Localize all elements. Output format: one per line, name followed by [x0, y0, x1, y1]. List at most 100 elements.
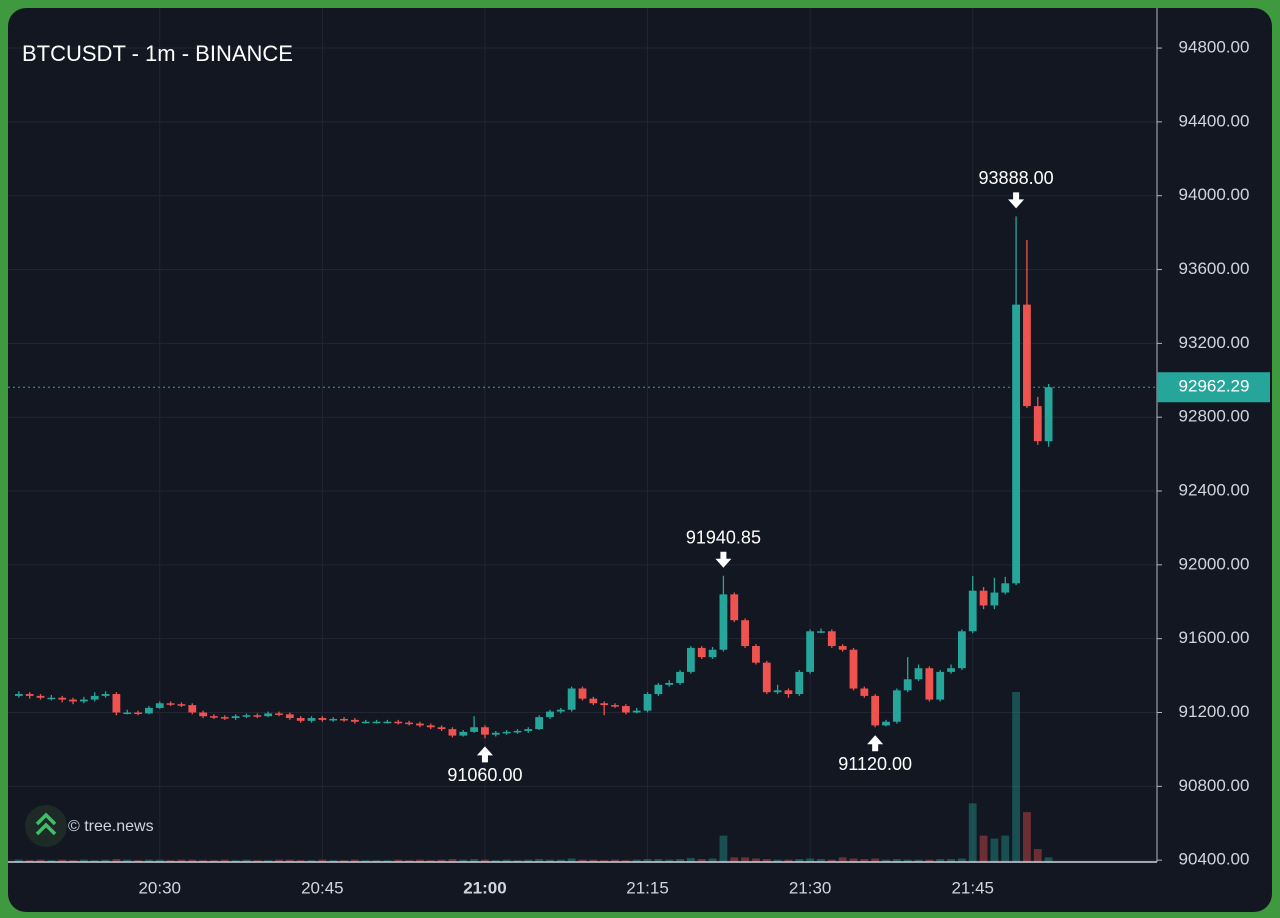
volume-bar [25, 860, 34, 862]
volume-bar [621, 860, 630, 862]
volume-bar [231, 860, 240, 862]
volume-bar [264, 860, 273, 862]
high-marker [715, 551, 732, 568]
candle-body [350, 719, 359, 722]
candle-body [947, 668, 955, 672]
volume-bar [58, 859, 67, 862]
y-tick-label: 93200.00 [1179, 333, 1250, 352]
volume-bar [968, 803, 977, 862]
candle-body [340, 718, 348, 721]
volume-bar [340, 860, 348, 862]
volume-bar [719, 835, 728, 862]
candle-body [752, 646, 760, 663]
candle-body [892, 690, 901, 722]
volume-bar [199, 860, 208, 862]
volume-bar [1023, 812, 1031, 862]
y-tick-label: 94000.00 [1179, 185, 1250, 204]
volume-bar [882, 859, 890, 862]
volume-bar [589, 859, 598, 862]
candle-body [90, 695, 99, 700]
volume-bar [502, 859, 511, 862]
candle-body [491, 732, 500, 735]
candle-body [155, 703, 164, 708]
y-tick-label: 92800.00 [1179, 407, 1250, 426]
logo-chevrons [35, 812, 57, 836]
candle-body [145, 707, 153, 714]
candle-body [817, 631, 825, 633]
candle-body [957, 631, 966, 669]
volume-bar [567, 858, 576, 862]
volume-bar [947, 859, 955, 862]
volume-bar [1033, 849, 1042, 862]
candle-body [546, 711, 554, 718]
volume-bar [838, 857, 847, 862]
candle-body [697, 647, 706, 658]
volume-bar [459, 859, 468, 862]
volume-bar [188, 859, 197, 862]
watermark-logo [25, 805, 67, 847]
x-tick-label: 21:30 [789, 878, 832, 897]
candle-body [275, 713, 283, 715]
volume-bar [513, 860, 522, 862]
volume-bar [1044, 857, 1053, 862]
candle-body [253, 715, 262, 717]
volume-bar [90, 860, 99, 862]
candle-body [741, 620, 749, 647]
candle-body [405, 722, 413, 725]
candle-body [231, 716, 240, 719]
candle-body [968, 590, 977, 632]
volume-bar [643, 859, 652, 862]
candle-body [882, 721, 890, 726]
volume-bar [849, 858, 858, 862]
last-price-tag [1157, 372, 1270, 403]
candle-body [827, 631, 836, 647]
low-marker [476, 746, 493, 763]
candle-body [632, 710, 641, 713]
volume-bar [350, 859, 359, 862]
volume-bar [871, 858, 880, 862]
volume-bar [611, 859, 619, 862]
volume-bar [903, 859, 912, 862]
volume-bar [1001, 835, 1010, 862]
candle-body [58, 697, 67, 700]
volume-bar [990, 838, 999, 862]
y-tick-label: 91600.00 [1179, 628, 1250, 647]
candle-body [416, 723, 424, 726]
volume-bar [134, 860, 142, 862]
candle-body [307, 718, 316, 721]
volume-bar [914, 859, 923, 862]
volume-bar [383, 860, 392, 862]
candle-body [134, 712, 142, 714]
volume-bar [296, 860, 305, 862]
candle-body [990, 592, 999, 606]
volume-bar [155, 859, 164, 862]
candle-body [372, 721, 381, 724]
volume-bar [708, 858, 717, 862]
candle-body [535, 717, 544, 730]
volume-bar [762, 859, 771, 862]
volume-bar [166, 860, 175, 862]
volume-bar [578, 859, 587, 862]
x-tick-label: 20:45 [301, 878, 344, 897]
volume-bar [47, 860, 56, 862]
candle-body [567, 688, 576, 710]
candle-body [524, 729, 533, 731]
candle-body [979, 590, 988, 606]
candle-body [166, 703, 175, 705]
volume-bar [892, 859, 901, 862]
volume-bar [177, 859, 186, 862]
candle-body [188, 705, 197, 713]
candle-body [426, 725, 435, 728]
volume-bar [925, 859, 934, 862]
volume-bar [773, 859, 782, 862]
volume-bar [318, 859, 327, 862]
x-tick-label: 21:45 [951, 878, 994, 897]
volume-bar [860, 859, 869, 862]
volume-bar [220, 859, 229, 862]
candle-body [849, 649, 858, 689]
candle-body [264, 713, 273, 717]
candle-body [1033, 406, 1042, 442]
high-label: 91940.85 [686, 528, 761, 548]
volume-bar [741, 857, 749, 862]
